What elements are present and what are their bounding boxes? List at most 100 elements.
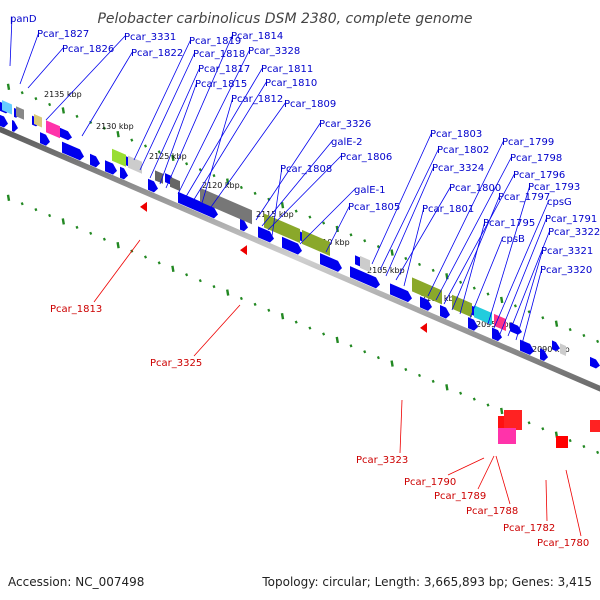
gene-label-pcar_3326[interactable]: Pcar_3326: [319, 119, 371, 130]
forward-gene: [420, 296, 432, 311]
inner-tick: [75, 225, 79, 230]
gene-label-pcar_3322[interactable]: Pcar_3322: [548, 227, 600, 238]
leader-line: [177, 48, 251, 195]
reverse-gene: [590, 420, 600, 432]
leader-line: [139, 51, 196, 171]
inner-tick: [280, 313, 285, 320]
gene-label-pcar_1806[interactable]: Pcar_1806: [340, 152, 392, 163]
gene-label-pcar_1801[interactable]: Pcar_1801: [422, 204, 474, 215]
outer-tick: [20, 91, 24, 95]
gene-label-pcar_1805[interactable]: Pcar_1805: [348, 202, 400, 213]
gene-label-pcar_3324[interactable]: Pcar_3324: [432, 163, 484, 174]
outer-tick: [541, 316, 545, 320]
outer-tick: [185, 162, 189, 166]
outer-tick: [34, 97, 38, 101]
gene-label-pcar_1782[interactable]: Pcar_1782: [503, 523, 555, 534]
gene-label-pcar_1809[interactable]: Pcar_1809: [284, 99, 336, 110]
outer-tick: [554, 320, 559, 327]
leader-line: [435, 155, 513, 301]
gene-label-pcar_1799[interactable]: Pcar_1799: [502, 137, 554, 148]
gene-label-pcar_3328[interactable]: Pcar_3328: [248, 46, 300, 57]
gene-label-pcar_1822[interactable]: Pcar_1822: [131, 48, 183, 59]
gene-label-pcar_1793[interactable]: Pcar_1793: [528, 182, 580, 193]
leader-line: [447, 457, 485, 476]
gene-label-pcar_1813[interactable]: Pcar_1813: [50, 304, 102, 315]
gene-label-pcar_3321[interactable]: Pcar_3321: [541, 246, 593, 257]
kbp-label: 2120 kbp: [202, 181, 240, 190]
outer-tick: [75, 114, 79, 119]
leader-line: [395, 185, 452, 281]
gene-label-pcar_1795[interactable]: Pcar_1795: [483, 218, 535, 229]
leader-line: [255, 121, 322, 221]
gene-label-pcar_1811[interactable]: Pcar_1811: [261, 64, 313, 75]
gene-label-pcar_1827[interactable]: Pcar_1827: [37, 29, 89, 40]
outer-tick: [568, 327, 572, 332]
gene-label-pcar_3331[interactable]: Pcar_3331: [124, 32, 176, 43]
gene-label-pcar_3320[interactable]: Pcar_3320: [540, 265, 592, 276]
outer-tick: [486, 292, 490, 296]
gene-label-pcar_1808[interactable]: Pcar_1808: [280, 164, 332, 175]
kbp-label: 2125 kbp: [149, 152, 187, 161]
outer-tick: [335, 225, 339, 233]
leader-line: [19, 31, 40, 85]
gene-label-pand[interactable]: panD: [10, 14, 37, 25]
gene-label-pcar_1796[interactable]: Pcar_1796: [513, 170, 565, 181]
inner-tick: [226, 289, 230, 296]
forward-gene: [540, 348, 548, 361]
inner-tick: [596, 450, 600, 455]
gene-label-pcar_1788[interactable]: Pcar_1788: [466, 506, 518, 517]
forward-gene: [590, 356, 600, 369]
gene-label-pcar_1789[interactable]: Pcar_1789: [434, 491, 486, 502]
reverse-gene: [420, 322, 427, 333]
outer-tick: [513, 304, 517, 308]
leader-line: [27, 46, 65, 89]
gene-cyan: [474, 305, 492, 325]
outer-tick: [472, 286, 476, 290]
outer-tick: [322, 221, 326, 225]
inner-tick: [212, 284, 216, 289]
gene-label-pcar_1819[interactable]: Pcar_1819: [189, 36, 241, 47]
gene-label-cpsb[interactable]: cpsB: [501, 234, 525, 245]
gene-label-pcar_1812[interactable]: Pcar_1812: [231, 94, 283, 105]
leader-line: [271, 166, 283, 237]
gene-label-pcar_1818[interactable]: Pcar_1818: [193, 49, 245, 60]
forward-gene: [40, 132, 50, 146]
gene-label-pcar_1814[interactable]: Pcar_1814: [231, 31, 283, 42]
gene-label-pcar_1797[interactable]: Pcar_1797: [498, 192, 550, 203]
gene-label-pcar_3323[interactable]: Pcar_3323: [356, 455, 408, 466]
leader-line: [149, 66, 201, 179]
gene-label-gale-1[interactable]: galE-1: [354, 185, 386, 196]
inner-tick: [500, 407, 504, 415]
gene-label-pcar_1810[interactable]: Pcar_1810: [265, 78, 317, 89]
forward-gene: [492, 327, 502, 342]
gene-label-pcar_1790[interactable]: Pcar_1790: [404, 477, 456, 488]
inner-tick: [6, 194, 11, 201]
gene-label-pcar_1802[interactable]: Pcar_1802: [437, 145, 489, 156]
forward-gene: [520, 339, 534, 355]
gene-label-pcar_3325[interactable]: Pcar_3325: [150, 358, 202, 369]
inner-tick: [582, 444, 586, 449]
outer-tick: [198, 168, 202, 172]
gene-label-pcar_1798[interactable]: Pcar_1798: [510, 153, 562, 164]
outer-tick: [390, 249, 394, 256]
gene-label-pcar_1815[interactable]: Pcar_1815: [195, 79, 247, 90]
gene-label-pcar_1800[interactable]: Pcar_1800: [449, 183, 501, 194]
outer-tick: [582, 333, 586, 338]
gene-label-pcar_1791[interactable]: Pcar_1791: [545, 214, 597, 225]
gene-label-pcar_1826[interactable]: Pcar_1826: [62, 44, 114, 55]
leader-line: [385, 165, 435, 277]
leader-line: [371, 131, 433, 265]
leader-line: [261, 139, 334, 227]
forward-gene: [120, 166, 128, 180]
gene-label-pcar_1817[interactable]: Pcar_1817: [198, 64, 250, 75]
gene-tan: [34, 114, 42, 128]
leader-line: [521, 267, 543, 345]
gene-label-pcar_1803[interactable]: Pcar_1803: [430, 129, 482, 140]
gene-label-gale-2[interactable]: galE-2: [331, 137, 363, 148]
inner-tick: [472, 397, 476, 401]
gene-label-cpsg[interactable]: cpsG: [547, 197, 572, 208]
outer-tick: [253, 191, 257, 195]
gene-label-pcar_1780[interactable]: Pcar_1780: [537, 538, 589, 549]
inner-tick: [102, 237, 106, 241]
inner-tick: [308, 326, 312, 330]
